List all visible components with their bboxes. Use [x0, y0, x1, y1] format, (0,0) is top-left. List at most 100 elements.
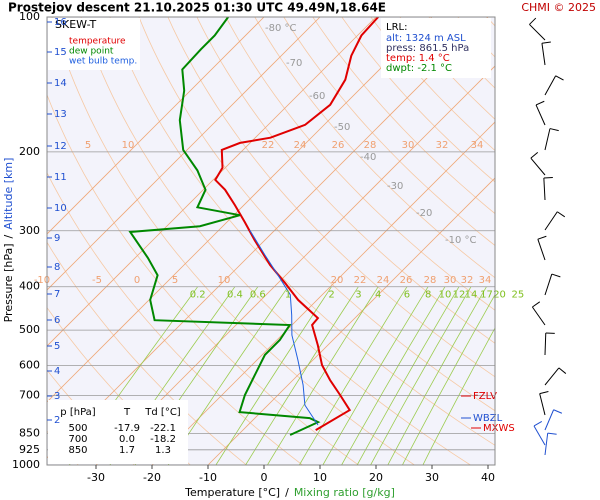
- wind-barb-flag: [551, 273, 561, 278]
- table-cell: -22.1: [150, 423, 176, 434]
- adiabat-label: 22: [262, 140, 275, 151]
- mixing-ratio-line: [322, 286, 429, 465]
- adiabat-label: 32: [461, 275, 474, 286]
- wind-barb-flag: [535, 100, 545, 106]
- wind-barb-flag: [553, 409, 563, 414]
- mixing-ratio-line: [215, 286, 332, 465]
- wind-barb: [544, 128, 551, 151]
- chart-title: Prostejov descent 21.10.2025 01:30 UTC 4…: [8, 1, 386, 15]
- mixing-ratio-label: 10: [439, 290, 452, 301]
- wind-barb-flag: [557, 211, 566, 218]
- adiabat-label: 34: [479, 275, 492, 286]
- dry-adiabat: [109, 17, 495, 446]
- dry-adiabat: [574, 17, 600, 465]
- x-axis-label: Temperature [°C] / Mixing ratio [g/kg]: [184, 486, 395, 499]
- dry-adiabat: [47, 369, 135, 465]
- isotherm: [47, 17, 489, 459]
- profiles: [128, 17, 379, 436]
- credit: CHMI © 2025: [521, 1, 596, 14]
- x-label-sep: /: [285, 486, 289, 499]
- table-cell: 700: [68, 434, 87, 445]
- mixing-ratio-label: 8: [425, 290, 431, 301]
- y-label: Pressure [hPa]: [2, 243, 15, 322]
- dry-adiabat: [370, 17, 495, 152]
- mixing-ratio-label: 20: [493, 290, 506, 301]
- mixing-ratio-line: [299, 286, 408, 465]
- adiabat-label: 22: [354, 275, 367, 286]
- mixing-ratio-label: 3: [355, 290, 361, 301]
- altitude-tick-label: 8: [54, 262, 60, 273]
- dry-adiabat: [312, 17, 495, 215]
- x-tick-label: -20: [143, 471, 161, 484]
- profile-line: [249, 229, 319, 426]
- y-tick-label: 700: [19, 389, 40, 402]
- wind-barb-flag: [530, 151, 539, 159]
- annotation: FZLV: [473, 391, 497, 402]
- annotation: WBZL: [473, 413, 503, 424]
- mixing-ratio-line: [422, 327, 495, 465]
- dry-adiabat: [51, 17, 415, 465]
- wind-barb-flag: [541, 41, 551, 44]
- x-tick-label: 20: [369, 471, 383, 484]
- altitude-tick-label: 10: [54, 203, 67, 214]
- altitude-tick-label: 15: [54, 47, 67, 58]
- adiabat-label: 26: [400, 275, 413, 286]
- wind-barb-flag: [537, 235, 547, 240]
- wind-barb: [544, 409, 555, 431]
- wind-barb: [539, 393, 546, 416]
- mixing-ratio-label: 0.2: [190, 290, 206, 301]
- y-tick-label: 1000: [12, 458, 40, 471]
- table-header: Td [°C]: [144, 407, 181, 418]
- y-axis-label: Pressure [hPa] / Altitude [km]: [2, 158, 15, 323]
- dry-adiabat: [196, 17, 495, 344]
- table-header: T: [123, 407, 131, 418]
- adiabat-label: 10: [218, 275, 231, 286]
- isotherm: [47, 17, 321, 291]
- wind-barb: [533, 425, 546, 446]
- adiabat-label: -10: [34, 275, 50, 286]
- table-cell: 500: [68, 423, 87, 434]
- mixing-ratio-label: 12: [453, 290, 466, 301]
- adiabat-label: 32: [436, 140, 449, 151]
- lrl-line: press: 861.5 hPa: [386, 43, 469, 54]
- mixing-ratio-line: [370, 286, 472, 465]
- altitude-tick-label: 12: [54, 141, 67, 152]
- adiabat-label: 26: [332, 140, 345, 151]
- x-tick-label: 30: [425, 471, 439, 484]
- wind-barb-flag: [529, 17, 537, 25]
- dry-adiabat: [138, 17, 495, 412]
- table-cell: 0.0: [119, 434, 135, 445]
- legend-entry: dew point: [69, 47, 114, 57]
- dry-adiabat: [399, 17, 495, 120]
- wind-barb: [530, 157, 546, 176]
- isotherm-label: -50: [334, 122, 350, 133]
- isotherm-label: -10 °C: [445, 235, 477, 246]
- plot-area: [47, 17, 495, 465]
- dry-adiabat: [80, 17, 471, 465]
- wind-barb: [529, 24, 546, 41]
- lrl-box: [381, 18, 491, 78]
- altitude-tick-label: 16: [54, 17, 67, 28]
- wind-barb-flag: [533, 421, 543, 427]
- mixing-ratio-line: [341, 286, 446, 465]
- lrl-line: temp: 1.4 °C: [386, 53, 450, 64]
- dry-adiabat: [167, 17, 495, 378]
- altitude-tick-label: 11: [54, 172, 67, 183]
- wind-barb-flag: [547, 432, 557, 435]
- wind-barb: [537, 239, 546, 261]
- adiabat-label: 20: [331, 275, 344, 286]
- altitude-tick-label: 13: [54, 109, 67, 120]
- y-label-2: Altitude [km]: [2, 158, 15, 230]
- wind-barb: [544, 75, 557, 96]
- overlay: 0.2 0.4 0.6 1 2 3 4 6 8 10 12 14 17 20 25-80 °C-70-60-…: [34, 23, 524, 434]
- legend-entry: wet bulb temp.: [69, 57, 137, 67]
- mixing-ratio-label: 1: [285, 290, 291, 301]
- table-header: p [hPa]: [60, 407, 95, 418]
- y-label-sep: /: [2, 234, 15, 238]
- altitude-tick-label: 5: [54, 341, 60, 352]
- plot-frame: [46, 16, 496, 466]
- mixing-ratio-label: 6: [404, 290, 410, 301]
- adiabat-label: 30: [402, 140, 415, 151]
- wind-barb: [544, 211, 558, 231]
- wind-barb: [535, 104, 546, 126]
